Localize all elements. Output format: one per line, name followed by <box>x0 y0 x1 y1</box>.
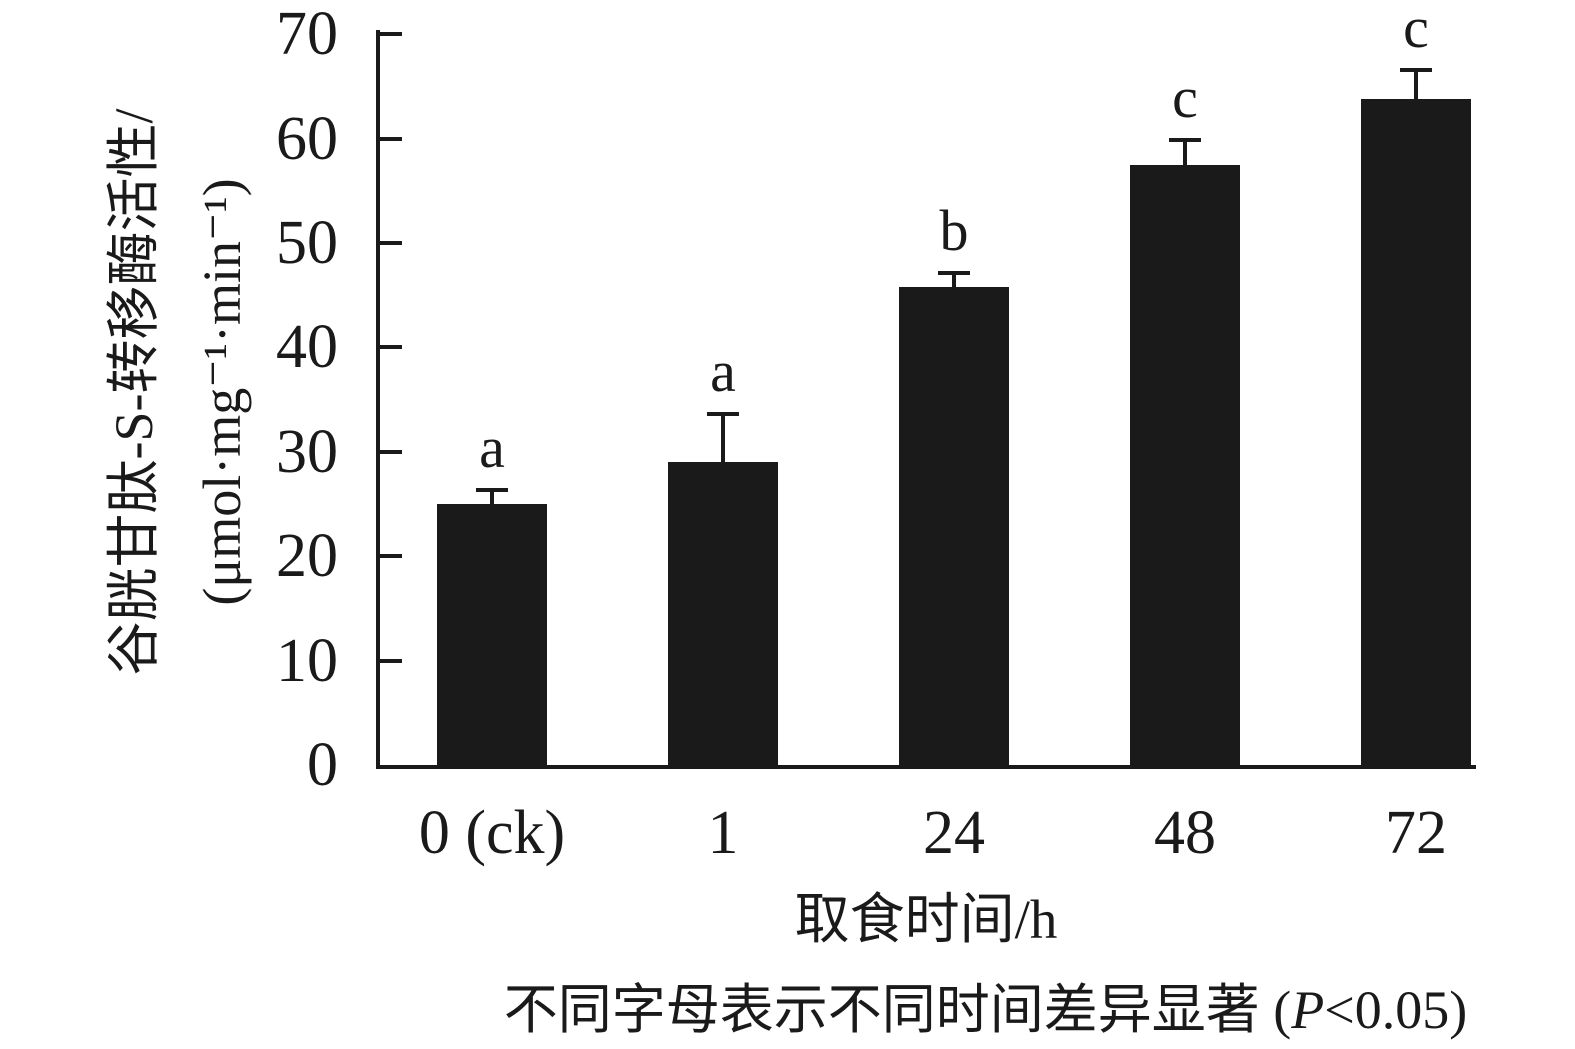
error-bar-cap <box>707 412 739 417</box>
y-tick-label: 10 <box>276 626 338 695</box>
y-axis-tick <box>380 554 402 559</box>
error-bar-cap <box>1400 67 1432 72</box>
y-axis-tick <box>380 136 402 141</box>
significance-letter: c <box>1172 64 1198 130</box>
error-bar-line <box>952 271 956 287</box>
y-tick-label: 30 <box>276 417 338 486</box>
x-tick-label: 24 <box>923 799 985 867</box>
x-tick-label: 72 <box>1385 799 1447 867</box>
error-bar-line <box>1183 137 1187 165</box>
significance-letter: a <box>479 415 505 481</box>
y-axis-tick <box>380 32 402 37</box>
y-tick-label: 60 <box>276 104 338 173</box>
significance-letter: b <box>939 198 969 264</box>
significance-letter: a <box>710 339 736 405</box>
bar <box>437 504 547 769</box>
x-tick-label: 0 (ck) <box>418 799 566 867</box>
y-axis-tick <box>380 658 402 663</box>
y-axis-tick <box>380 449 402 454</box>
x-axis-title: 取食时间/h <box>794 889 1058 950</box>
y-tick-label: 20 <box>276 522 338 591</box>
significance-letter: c <box>1403 0 1429 60</box>
y-axis-tick <box>380 241 402 245</box>
caption-suffix: <0.05) <box>1324 980 1468 1040</box>
y-tick-label: 40 <box>276 313 338 382</box>
bar <box>1361 98 1471 769</box>
bar <box>1130 164 1240 769</box>
y-tick-label: 50 <box>276 209 338 277</box>
bar <box>899 286 1009 769</box>
y-tick-label: 0 <box>307 731 338 799</box>
caption-p-symbol: P <box>1291 980 1325 1040</box>
error-bar-cap <box>476 488 508 493</box>
error-bar-line <box>1414 67 1418 99</box>
caption-prefix: 不同字母表示不同时间差异显著 ( <box>503 980 1292 1040</box>
caption: 不同字母表示不同时间差异显著 (P<0.05) <box>398 974 1573 1046</box>
error-bar-line <box>490 488 494 504</box>
y-tick-label: 70 <box>276 0 338 69</box>
bar <box>668 462 778 769</box>
x-tick-label: 48 <box>1154 799 1216 867</box>
x-tick-label: 1 <box>707 799 739 867</box>
error-bar-cap <box>938 271 970 276</box>
error-bar-cap <box>1169 137 1201 142</box>
y-axis-tick <box>380 345 402 350</box>
error-bar-line <box>721 412 725 463</box>
